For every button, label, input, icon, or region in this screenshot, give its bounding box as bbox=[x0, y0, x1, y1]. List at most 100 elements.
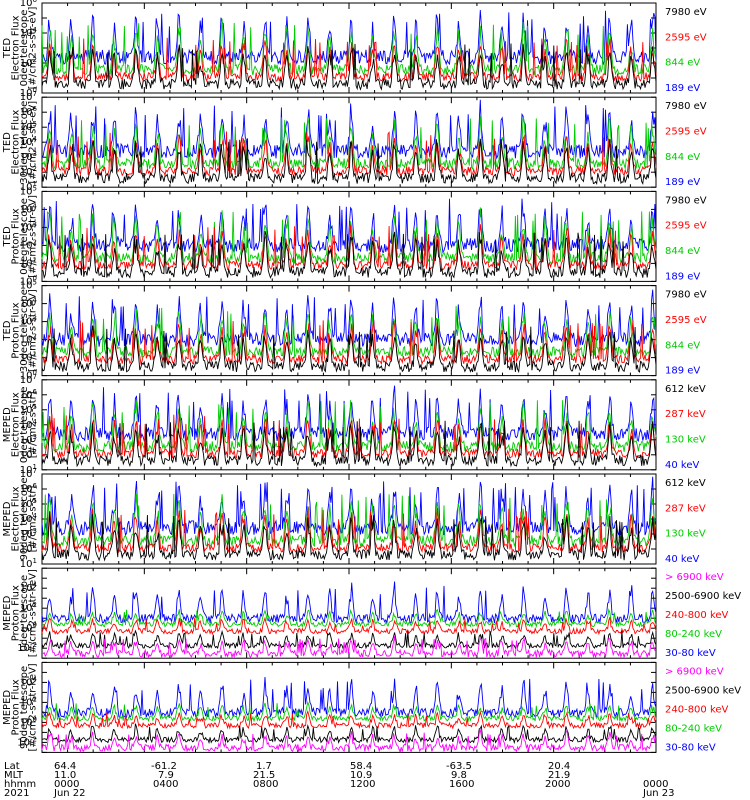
y-tick-label: 107 bbox=[20, 467, 37, 480]
y-tick-label: 102 bbox=[20, 238, 37, 251]
y-tick-label: 102 bbox=[20, 601, 37, 614]
legend-entry: 189 eV bbox=[665, 177, 700, 188]
series-trace bbox=[41, 230, 657, 280]
series-trace bbox=[41, 138, 657, 186]
y-tick-label: 100 bbox=[20, 274, 37, 287]
panel-frame bbox=[41, 379, 657, 471]
series-trace bbox=[41, 616, 657, 636]
col-2-mlt: 21.5 bbox=[253, 770, 275, 781]
legend-entry: 189 eV bbox=[665, 83, 700, 94]
row-label-lat: Lat bbox=[4, 761, 20, 772]
col-0-hhmm: 0000 bbox=[54, 779, 79, 790]
y-axis-title-line: 0deg telescope bbox=[19, 575, 30, 652]
y-axis-title-line: TED bbox=[2, 226, 13, 247]
y-tick-label: 10-2 bbox=[17, 735, 37, 748]
y-tick-label: 102 bbox=[20, 165, 37, 178]
legend-entry: 844 eV bbox=[665, 152, 700, 163]
y-axis-title-line: Electron Flux bbox=[11, 15, 22, 80]
y-axis-title-line: [#/cm2-s-str-eV] bbox=[28, 195, 39, 278]
y-tick-label: 103 bbox=[20, 315, 37, 328]
col-3-lat: 58.4 bbox=[350, 761, 372, 772]
legend-entry: 844 eV bbox=[665, 246, 700, 257]
legend-entry: 287 keV bbox=[665, 409, 706, 420]
series-trace bbox=[41, 420, 657, 468]
y-tick-label: 102 bbox=[20, 448, 37, 461]
legend-entry: 612 keV bbox=[665, 384, 706, 395]
col-5-lat: 20.4 bbox=[548, 761, 570, 772]
legend-entry: 30-80 keV bbox=[665, 648, 716, 659]
y-tick-label: 105 bbox=[20, 403, 37, 416]
legend-entry: > 6900 keV bbox=[665, 666, 724, 677]
y-tick-label: 102 bbox=[20, 695, 37, 708]
y-tick-label: 102 bbox=[20, 56, 37, 69]
y-axis-title-line: Proton Flux bbox=[11, 302, 22, 358]
y-axis-title-line: Proton Flux bbox=[11, 585, 22, 641]
col-3-mlt: 10.9 bbox=[350, 770, 372, 781]
y-axis-title-line: 90deg telescope bbox=[19, 666, 30, 749]
y-tick-label: 100 bbox=[20, 86, 37, 99]
y-tick-label: 103 bbox=[20, 433, 37, 446]
y-axis-title-line: Proton Flux bbox=[11, 679, 22, 735]
legend-entry: 30-80 keV bbox=[665, 742, 716, 753]
legend-entry: 189 eV bbox=[665, 366, 700, 377]
y-axis-title-line: Proton Flux bbox=[11, 208, 22, 264]
legend-entry: 130 keV bbox=[665, 529, 706, 540]
col-6-date: Jun 23 bbox=[642, 788, 675, 799]
series-trace bbox=[41, 289, 657, 348]
y-tick-label: 106 bbox=[20, 482, 38, 495]
y-tick-label: 102 bbox=[20, 333, 37, 346]
y-tick-label: 101 bbox=[20, 557, 37, 570]
y-axis-title-line: Electron Flux bbox=[11, 392, 22, 457]
col-4-lat: -63.5 bbox=[446, 761, 472, 772]
y-axis-title-line: 90deg telescope bbox=[19, 477, 30, 560]
series-trace bbox=[41, 710, 657, 730]
col-4-mlt: 9.8 bbox=[451, 770, 467, 781]
legend-entry: 40 keV bbox=[665, 460, 699, 471]
orbit-time-axis: Lat MLT hhmm 2021 64.4 11.0 0000 Jun 22 … bbox=[4, 761, 675, 799]
legend-entry: 189 eV bbox=[665, 271, 700, 282]
y-tick-label: 104 bbox=[20, 297, 38, 310]
y-tick-label: 106 bbox=[20, 388, 38, 401]
y-tick-label: 101 bbox=[20, 351, 37, 364]
legend-entry: 2500-6900 keV bbox=[665, 591, 741, 602]
series-trace bbox=[41, 511, 657, 562]
legend-entry: 2595 eV bbox=[665, 127, 707, 138]
y-tick-label: 101 bbox=[20, 463, 37, 476]
col-4-hhmm: 1600 bbox=[449, 779, 474, 790]
series-trace bbox=[41, 700, 657, 723]
legend-entry: 7980 eV bbox=[665, 101, 707, 112]
y-axis-title-line: TED bbox=[2, 38, 13, 59]
y-axis-title-line: 30deg telescope bbox=[19, 101, 30, 184]
y-tick-label: 104 bbox=[20, 202, 38, 215]
y-axis-title-line: [#/cm2-s-str] bbox=[28, 485, 39, 552]
legend-entry: 40 keV bbox=[665, 554, 699, 565]
y-axis-title-line: [#/cm2-s-str-eV] bbox=[28, 289, 39, 372]
y-tick-label: 100 bbox=[20, 715, 37, 728]
y-axis-title-line: [#/cm2-s-str-keV] bbox=[28, 663, 39, 751]
col-3-hhmm: 1200 bbox=[350, 779, 375, 790]
row-label-hhmm: hhmm bbox=[4, 779, 36, 790]
legend-entry: 240-800 keV bbox=[665, 704, 729, 715]
legend-entry: > 6900 keV bbox=[665, 572, 724, 583]
y-tick-label: 104 bbox=[20, 26, 38, 39]
col-1-hhmm: 0400 bbox=[153, 779, 178, 790]
series-trace bbox=[41, 608, 657, 629]
legend-entry: 2595 eV bbox=[665, 315, 707, 326]
y-axis-title-line: [#/cm2-s-str-keV] bbox=[28, 569, 39, 657]
legend-entry: 240-800 keV bbox=[665, 610, 729, 621]
series-trace bbox=[41, 224, 657, 271]
y-tick-label: 105 bbox=[20, 184, 37, 197]
col-6-hhmm: 0000 bbox=[643, 779, 668, 790]
legend-entry: 612 keV bbox=[665, 478, 706, 489]
col-2-hhmm: 0800 bbox=[253, 779, 278, 790]
series-trace bbox=[41, 476, 657, 537]
legend-entry: 7980 eV bbox=[665, 195, 707, 206]
legend-entry: 844 eV bbox=[665, 58, 700, 69]
